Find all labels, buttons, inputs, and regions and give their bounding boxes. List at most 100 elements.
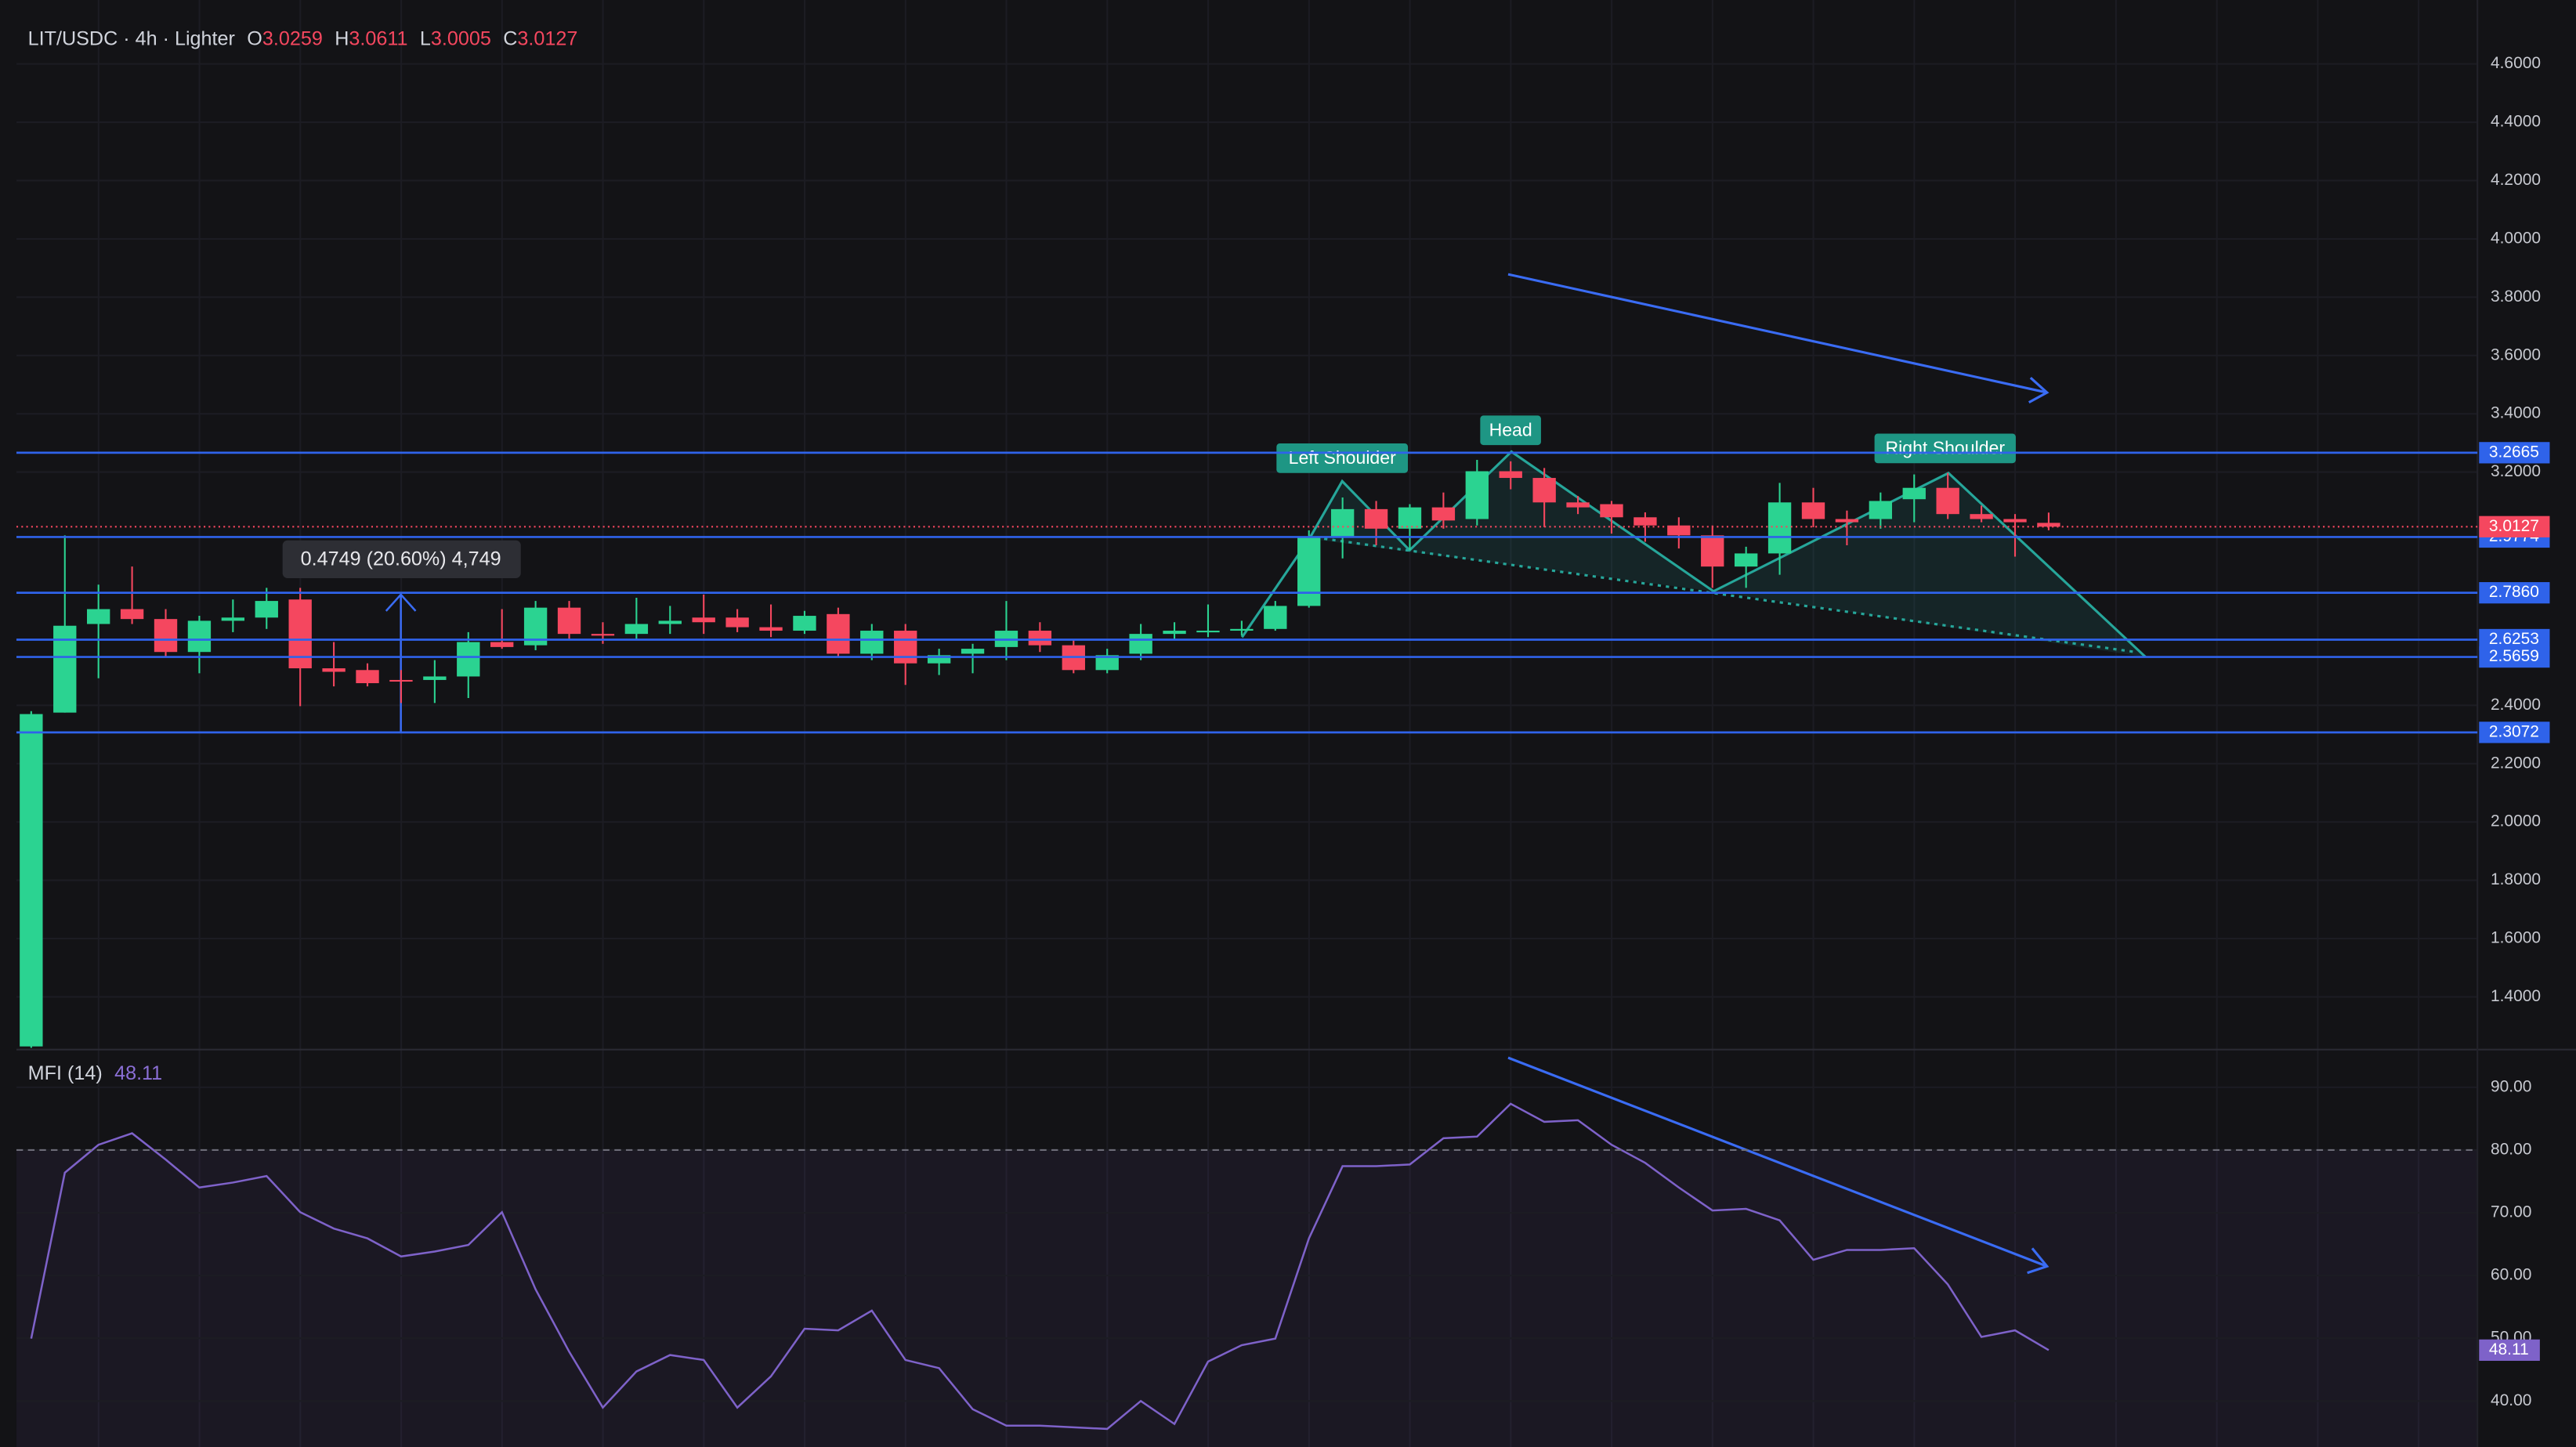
candle-body [894,631,917,664]
candle-body [187,620,212,653]
candle-body [725,617,749,628]
level-label: 2.5659 [2489,647,2539,665]
candle-body [1129,634,1152,654]
candle-body [860,631,884,654]
candle-body [927,655,951,664]
candle-body [1364,508,1388,529]
level-label-box [2479,646,2550,668]
candle-body [1667,525,1691,536]
annotation: Head [1489,419,1532,440]
candle-body [1028,631,1052,646]
candle-body [423,676,447,680]
ohlc-value: 3.0611 [349,27,407,49]
candle-body [1297,537,1321,606]
candle-body [1936,487,1959,515]
candle-body [1465,471,1489,519]
candle-body [557,607,581,635]
candle-body [490,642,514,647]
candle-body [692,617,715,623]
candle-body [356,670,379,684]
mfi-value-box [2479,1339,2540,1361]
candle-body [1801,502,1825,519]
candle-body [1499,471,1522,479]
y-tick-label: 4.4000 [2491,113,2541,131]
mfi-line [30,1102,2050,1431]
candle-body [1869,501,1893,519]
candle-body [624,624,649,635]
y-tick-label: 60.00 [2491,1266,2531,1284]
candle-body [2037,523,2060,527]
level-label: 2.7860 [2489,583,2539,601]
candle-body [827,613,850,654]
trend-arrow [1507,273,2048,394]
level-label-box [2479,722,2550,743]
candle-body [1600,504,1623,518]
candle-body [1230,628,1254,631]
mfi-value-label: 48.11 [2489,1340,2529,1358]
annotation-box [1480,415,1541,446]
candle-body [221,617,245,621]
candle-body [1398,507,1422,529]
candle-body [1431,507,1456,521]
y-tick-label: 1.8000 [2491,870,2541,888]
y-tick-label: 4.0000 [2491,229,2541,247]
ohlc-value: 3.0127 [517,27,577,49]
measure-label: 0.4749 (20.60%) 4,749 [301,548,501,570]
level-label-box [2479,582,2550,604]
ohlc-label: O [247,27,262,49]
candle-body [2003,519,2027,523]
candle-body [389,679,413,682]
candle-body [1767,502,1792,554]
candle-body [86,609,110,624]
neckline [1323,537,2136,653]
y-tick-label: 1.4000 [2491,987,2541,1005]
y-tick-label: 3.6000 [2491,345,2541,364]
candle-body [1970,514,1993,519]
candle-body [1734,553,1758,567]
candle-body [1196,631,1220,633]
candle-body [1330,508,1355,537]
indicator-title: MFI (14) [28,1062,103,1084]
y-tick-label: 2.2000 [2491,754,2541,772]
symbol-title: LIT/USDC · 4h · Lighter [28,27,235,49]
y-tick-label: 70.00 [2491,1203,2531,1221]
level-label: 2.6253 [2489,630,2539,648]
header: LIT/USDC · 4h · Lighter O3.0259 H3.0611 … [28,27,578,49]
ohlc-label: C [503,27,517,49]
candle-body [1566,502,1590,508]
marks [20,459,2060,1431]
candle-body [120,609,144,620]
annotation: Left Shoulder [1289,447,1396,468]
y-tick-label: 2.4000 [2491,696,2541,714]
level-label: 3.2665 [2489,443,2539,461]
y-tick-label: 1.6000 [2491,929,2541,947]
y-tick-label: 4.2000 [2491,171,2541,189]
candle-body [322,668,346,672]
candle-body [961,649,985,654]
level-label-box [2479,442,2550,464]
candle-body [591,634,615,636]
y-tick-label: 3.2000 [2491,462,2541,480]
last-price-label: 3.0127 [2489,517,2539,535]
y-tick-label: 4.6000 [2491,54,2541,72]
candle-body [759,627,783,631]
indicator-value: 48.11 [114,1062,162,1084]
candle-body [658,620,682,624]
ohlc-label: H [335,27,349,49]
indicator-header: MFI (14) 48.11 [28,1062,163,1084]
annotation: Right Shoulder [1886,437,2006,458]
mfi-trend-arrow [1507,1056,2048,1268]
candle-body [255,601,278,618]
candle-body [1835,519,1859,523]
y-tick-label: 40.00 [2491,1391,2531,1409]
annotation-box [1874,433,2016,464]
grid [16,0,2478,1447]
candle-body [1902,487,1926,500]
mfi-band [16,1149,2478,1447]
candle-body [154,619,178,653]
candle-body [457,642,480,677]
candle-body [1163,631,1186,635]
